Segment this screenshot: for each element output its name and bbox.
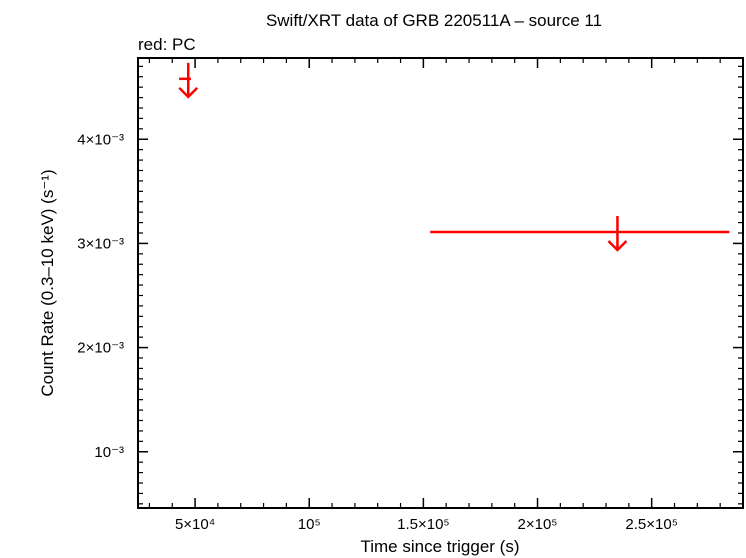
data-marks: [178, 62, 730, 252]
axis-tick-labels: 5×10⁴ 10⁵ 1.5×10⁵ 2×10⁵ 2.5×10⁵ 10⁻³ 2×10⁻³ 3×1…: [77, 131, 678, 533]
x-tick-label: 1.5×10⁵: [397, 516, 450, 533]
plot-frame: [137, 57, 744, 509]
x-tick-label: 10⁵: [298, 516, 321, 533]
y-tick-label: 2×10⁻³: [77, 340, 124, 357]
x-axis-label: Time since trigger (s): [360, 537, 519, 556]
y-axis-label: Count Rate (0.3–10 keV) (s⁻¹): [38, 169, 57, 396]
y-tick-label: 3×10⁻³: [77, 235, 124, 252]
x-tick-label: 2.5×10⁵: [625, 516, 678, 533]
axis-ticks: [138, 58, 743, 508]
upper-limit-arrow-head: [607, 240, 628, 252]
chart-title: Swift/XRT data of GRB 220511A – source 1…: [266, 11, 602, 30]
y-tick-label: 10⁻³: [94, 444, 124, 461]
chart-subtitle: red: PC: [138, 35, 196, 54]
y-tick-label: 4×10⁻³: [77, 131, 124, 148]
x-tick-label: 2×10⁵: [518, 516, 558, 533]
upper-limit-arrow-head: [178, 86, 199, 99]
x-tick-label: 5×10⁴: [175, 516, 215, 533]
